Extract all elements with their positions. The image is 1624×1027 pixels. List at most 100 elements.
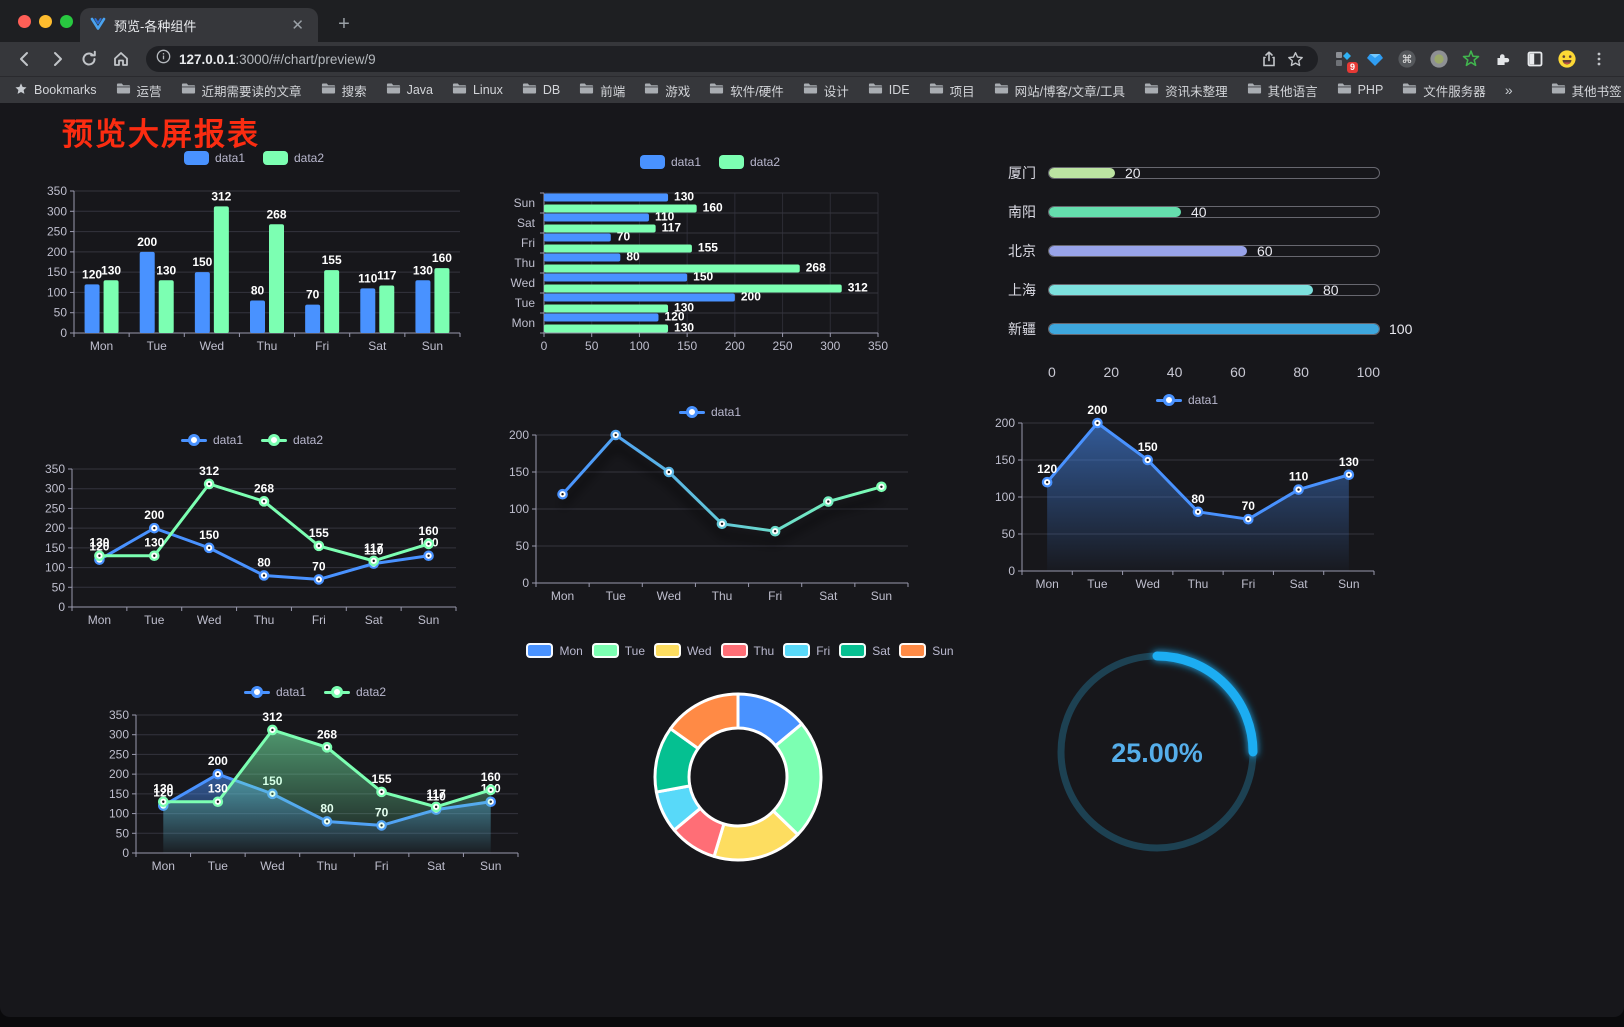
tab-close-icon[interactable]: ✕ [291, 16, 304, 34]
svg-text:80: 80 [626, 250, 640, 264]
bookmark-item-资讯未整理[interactable]: 资讯未整理 [1144, 81, 1228, 100]
extension-record-icon[interactable] [1426, 47, 1452, 71]
legend-label: Fri [816, 643, 831, 658]
legend-item-data2[interactable]: data2 [263, 151, 324, 165]
gauge-chart[interactable]: 25.00% [1028, 641, 1286, 871]
bookmark-item-网站/博客/文章/工具[interactable]: 网站/博客/文章/工具 [994, 81, 1125, 100]
horizontal-bar-chart[interactable]: data1 data2 0 50 100 150 200 250 300 350 Mon Tue Wed… [498, 145, 922, 365]
bar-segment [544, 224, 656, 233]
pie-slice-Sun[interactable] [669, 692, 740, 750]
bookmarks-overflow-chevron[interactable]: » [1505, 82, 1513, 98]
bookmark-item-其他书签[interactable]: 其他书签 [1551, 81, 1622, 100]
progress-row-新疆[interactable]: 新疆 100 [988, 309, 1412, 348]
bookmark-item-Linux[interactable]: Linux [452, 82, 503, 98]
bookmark-item-项目[interactable]: 项目 [929, 81, 975, 100]
legend-item-Wed[interactable]: Wed [654, 643, 712, 658]
svg-text:117: 117 [364, 541, 384, 555]
bookmark-item-运营[interactable]: 运营 [116, 81, 162, 100]
extension-grid-icon[interactable]: 9 [1330, 47, 1358, 73]
bookmark-item-其他语言[interactable]: 其他语言 [1247, 81, 1318, 100]
svg-text:110: 110 [426, 790, 446, 804]
svg-text:117: 117 [426, 787, 446, 801]
legend-item-data1[interactable]: data1 [183, 151, 245, 165]
bar-segment [158, 280, 174, 333]
svg-text:130: 130 [153, 782, 173, 796]
bookmark-item-Java[interactable]: Java [386, 82, 433, 98]
bookmark-item-设计[interactable]: 设计 [803, 81, 849, 100]
svg-text:100: 100 [629, 339, 649, 353]
extension-green-star-icon[interactable] [1458, 47, 1484, 71]
bookmark-item-PHP[interactable]: PHP [1337, 82, 1383, 98]
share-icon[interactable] [1256, 46, 1282, 72]
extension-command-icon[interactable]: ⌘ [1394, 47, 1420, 71]
legend-item-data2[interactable]: data2 [324, 685, 386, 699]
svg-text:160: 160 [481, 770, 501, 784]
browser-menu-icon[interactable] [1586, 47, 1612, 71]
folder-icon [929, 82, 944, 98]
bookmark-item-搜索[interactable]: 搜索 [321, 81, 367, 100]
legend-item-data2[interactable]: data2 [719, 155, 780, 169]
back-button[interactable] [12, 46, 38, 72]
svg-text:150: 150 [509, 465, 529, 479]
chart-canvas: 0 50 100 150 200 250 300 350 Mon Tue Wed Thu Fri Sat S… [45, 462, 457, 627]
legend-item-Mon[interactable]: Mon [526, 643, 583, 658]
svg-text:268: 268 [317, 727, 337, 741]
forward-button[interactable] [44, 46, 70, 72]
legend-item-data1[interactable]: data1 [678, 405, 741, 419]
legend-label: Sat [872, 643, 891, 658]
minimize-window-button[interactable] [39, 15, 52, 28]
bookmark-item-软件/硬件[interactable]: 软件/硬件 [709, 81, 784, 100]
svg-text:120: 120 [1037, 462, 1057, 476]
bookmark-label: Java [406, 83, 433, 97]
legend-item-Fri[interactable]: Fri [783, 643, 830, 658]
bookmark-item-Bookmarks[interactable]: Bookmarks [14, 82, 97, 99]
bookmark-item-IDE[interactable]: IDE [868, 82, 910, 98]
progress-row-南阳[interactable]: 南阳 40 [988, 192, 1380, 231]
progress-row-厦门[interactable]: 厦门 20 [988, 153, 1380, 192]
progress-fill [1049, 323, 1379, 334]
svg-text:Mon: Mon [88, 613, 111, 627]
progress-bar-chart[interactable]: 厦门 20 南阳 40 北京 60 上海 80 新疆 100 0 20 40 60 80 100 [988, 153, 1412, 385]
legend-item-Thu[interactable]: Thu [720, 643, 774, 658]
legend-item-data2[interactable]: data2 [261, 433, 323, 447]
reload-button[interactable] [76, 46, 102, 72]
legend-item-data1[interactable]: data1 [1155, 393, 1218, 407]
progress-row-北京[interactable]: 北京 60 [988, 231, 1380, 270]
bookmark-item-近期需要读的文章[interactable]: 近期需要读的文章 [181, 81, 302, 100]
grouped-bar-chart[interactable]: data1 data2 0 50 100 150 200 250 300 350 Mon Tue Wed… [38, 143, 470, 361]
progress-track: 60 [1048, 243, 1380, 259]
new-tab-button[interactable]: + [338, 13, 350, 35]
progress-row-上海[interactable]: 上海 80 [988, 270, 1380, 309]
legend-item-Tue[interactable]: Tue [591, 643, 645, 658]
bookmark-item-前端[interactable]: 前端 [579, 81, 625, 100]
extensions-puzzle-icon[interactable] [1490, 47, 1516, 71]
bookmark-star-icon[interactable] [1282, 46, 1308, 72]
bookmark-item-文件服务器[interactable]: 文件服务器 [1402, 81, 1486, 100]
multi-area-line-chart[interactable]: data1 data2 0 50 100 150 200 250 300 350 Mon Tue Wed… [98, 677, 532, 891]
svg-text:120: 120 [82, 267, 102, 281]
legend-item-data1[interactable]: data1 [639, 155, 701, 169]
fullscreen-window-button[interactable] [60, 15, 73, 28]
bookmark-item-DB[interactable]: DB [522, 82, 560, 98]
url-text[interactable]: 127.0.0.1:3000/#/chart/preview/9 [179, 52, 376, 67]
legend-item-Sat[interactable]: Sat [839, 643, 890, 658]
close-window-button[interactable] [18, 15, 31, 28]
address-bar[interactable]: 127.0.0.1:3000/#/chart/preview/9 [146, 46, 1318, 72]
extension-gem-icon[interactable] [1362, 47, 1388, 71]
svg-text:117: 117 [377, 269, 397, 283]
legend-item-data1[interactable]: data1 [243, 685, 306, 699]
extension-emoji-icon[interactable] [1554, 47, 1580, 71]
legend-item-data1[interactable]: data1 [180, 433, 243, 447]
multi-line-chart[interactable]: data1 data2 0 50 100 150 200 250 300 350 Mon Tue Wed… [36, 423, 468, 637]
folder-icon [803, 82, 818, 98]
svg-text:50: 50 [516, 539, 530, 553]
extension-darkmode-icon[interactable] [1522, 47, 1548, 71]
gradient-line-chart[interactable]: data1 0 50 100 150 200 Mon Tue Wed Thu Fri Sat Sun [498, 397, 922, 611]
site-info-icon[interactable] [156, 49, 171, 69]
legend-item-Sun[interactable]: Sun [899, 643, 954, 658]
donut-chart[interactable]: Mon Tue Wed Thu Fri Sat Sun [526, 633, 954, 973]
home-button[interactable] [108, 46, 134, 72]
bookmark-item-游戏[interactable]: 游戏 [644, 81, 690, 100]
browser-tab[interactable]: 预览-各种组件 ✕ [80, 8, 318, 42]
area-line-chart[interactable]: data1 0 50 100 150 200 Mon Tue Wed Thu Fri Sat Sun 12… [986, 387, 1388, 599]
